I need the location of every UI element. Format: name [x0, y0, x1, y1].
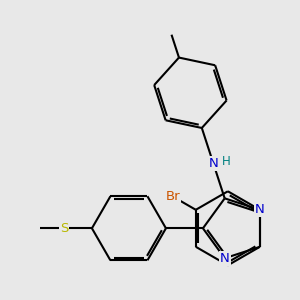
Text: N: N [255, 203, 265, 216]
Text: S: S [60, 222, 68, 235]
Text: N: N [220, 252, 230, 265]
Text: Br: Br [165, 190, 180, 203]
Text: H: H [221, 155, 230, 168]
Text: N: N [208, 157, 218, 170]
